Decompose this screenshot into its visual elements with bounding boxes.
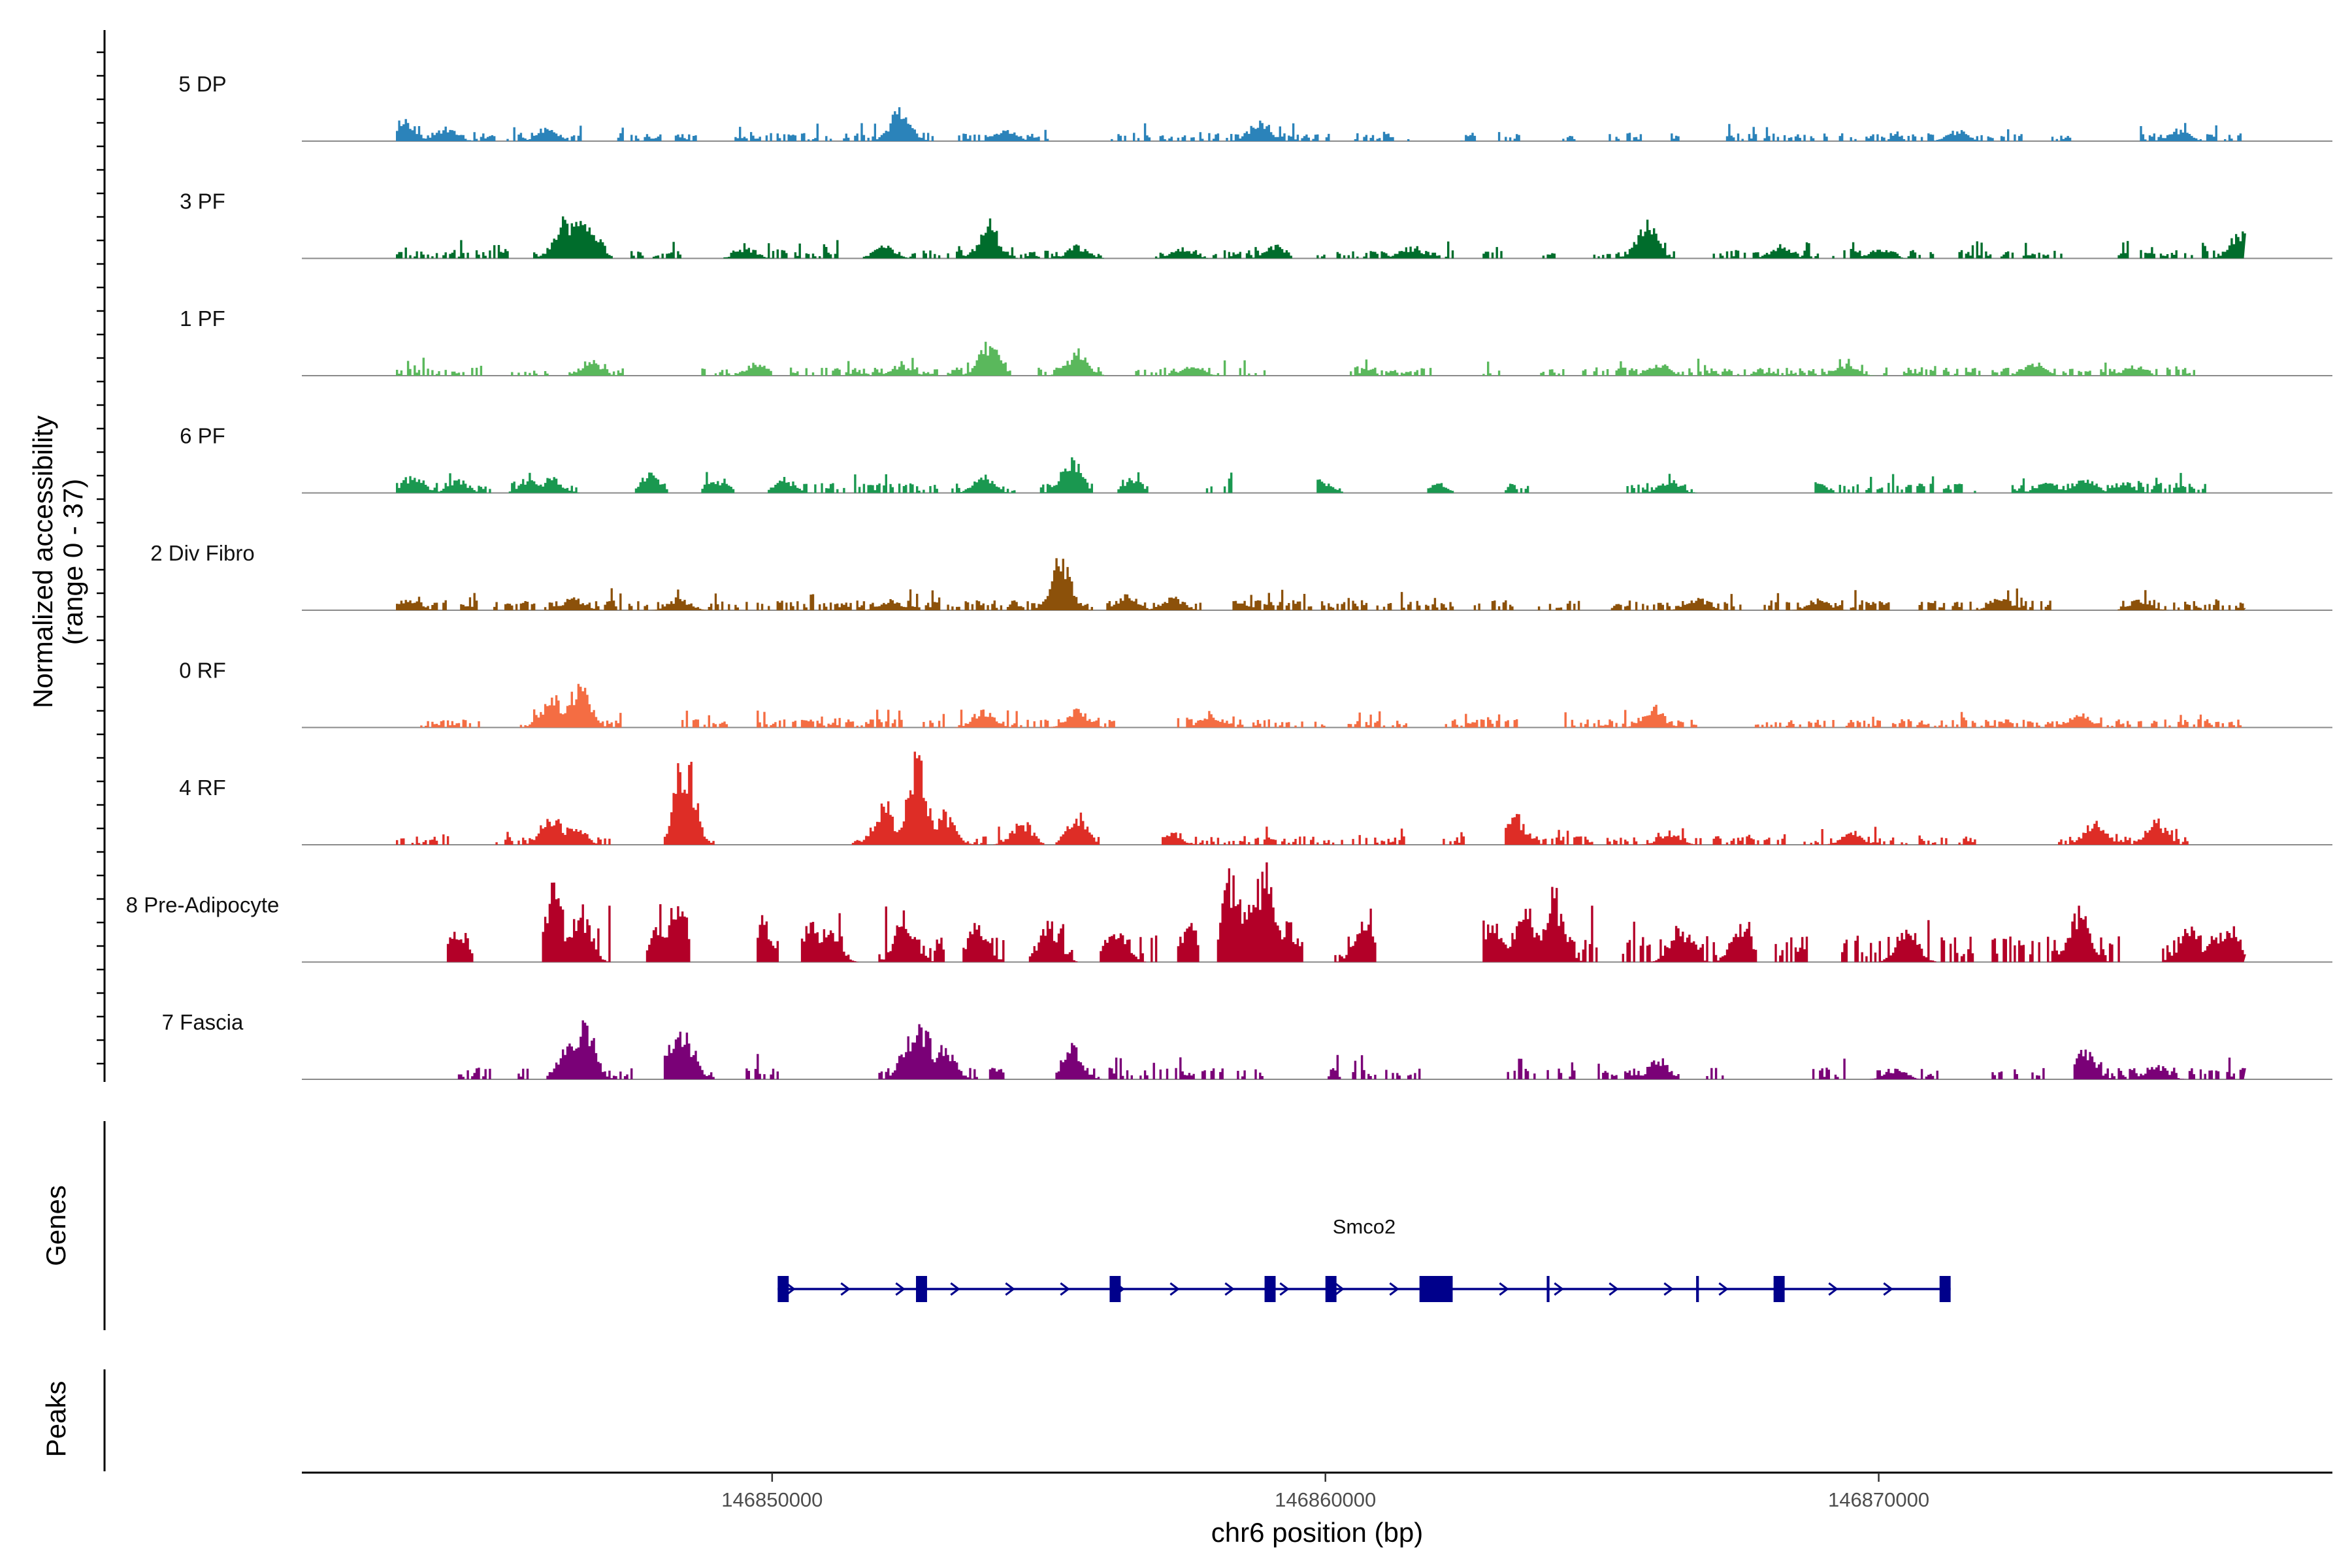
x-axis-title: chr6 position (bp) <box>1211 1517 1424 1548</box>
x-axis: 146850000 146860000 146870000 <box>302 1471 2332 1511</box>
track-label: 6 PF <box>180 424 225 448</box>
exon <box>1419 1276 1453 1302</box>
track-3-pf: 3 PF <box>180 189 2332 259</box>
strand-arrow <box>1609 1282 1619 1296</box>
exon <box>1109 1276 1121 1302</box>
track-5-dp: 5 DP <box>178 72 2332 142</box>
exon <box>1939 1276 1951 1302</box>
peaks-panel-label: Peaks <box>41 1381 71 1458</box>
strand-arrow <box>1224 1282 1235 1296</box>
track-4-rf: 4 RF <box>179 751 2332 845</box>
strand-arrow <box>1279 1282 1290 1296</box>
coverage-area <box>396 683 2246 728</box>
strand-arrow <box>1005 1282 1015 1296</box>
strand-arrow <box>1883 1282 1893 1296</box>
track-label: 5 DP <box>178 72 226 96</box>
exon <box>1264 1276 1276 1302</box>
strand-arrow <box>1828 1282 1838 1296</box>
strand-arrow <box>895 1282 906 1296</box>
strand-arrow <box>1389 1282 1399 1296</box>
exon <box>1696 1276 1699 1302</box>
track-label: 8 Pre-Adipocyte <box>126 893 280 917</box>
coverage-area <box>396 342 2246 376</box>
coverage-area <box>396 862 2246 962</box>
strand-arrow <box>785 1282 796 1296</box>
track-6-pf: 6 PF <box>180 424 2332 494</box>
x-tick-label: 146870000 <box>1828 1488 1929 1511</box>
coverage-area <box>396 107 2246 141</box>
strand-arrow <box>1499 1282 1509 1296</box>
exon <box>916 1276 927 1302</box>
track-0-rf: 0 RF <box>179 659 2332 728</box>
y-axis-title-line: Normalized accessibility <box>27 416 58 708</box>
strand-arrow <box>1334 1282 1345 1296</box>
track-1-pf: 1 PF <box>180 306 2332 376</box>
track-7-fascia: 7 Fascia <box>162 1010 2332 1080</box>
exon <box>1546 1276 1550 1302</box>
strand-arrow <box>1169 1282 1180 1296</box>
track-label: 3 PF <box>180 189 225 214</box>
strand-arrow <box>840 1282 851 1296</box>
coverage-y-axis <box>97 30 106 1082</box>
coverage-area <box>396 216 2246 259</box>
gene-name: Smco2 <box>1333 1215 1396 1238</box>
x-tick-label: 146850000 <box>721 1488 823 1511</box>
y-axis-title: Normalized accessibility(range 0 - 37) <box>27 416 88 708</box>
strand-arrow <box>1554 1282 1564 1296</box>
strand-arrow <box>1060 1282 1070 1296</box>
gene-smco2: Smco2 <box>777 1215 1951 1302</box>
exon <box>1325 1276 1337 1302</box>
exon <box>1773 1276 1785 1302</box>
track-label: 1 PF <box>180 306 225 331</box>
track-8-pre-adipocyte: 8 Pre-Adipocyte <box>126 862 2332 963</box>
track-label: 0 RF <box>179 659 226 683</box>
x-tick-label: 146860000 <box>1275 1488 1376 1511</box>
track-label: 2 Div Fibro <box>150 541 255 565</box>
y-axis-title-line: (range 0 - 37) <box>57 479 88 645</box>
track-label: 4 RF <box>179 776 226 800</box>
coverage-area <box>396 1020 2246 1079</box>
coverage-tracks: 5 DP 3 PF 1 PF 6 PF 2 Div Fibro 0 RF 4 RF 8 Pre… <box>126 72 2332 1080</box>
genes-panel: Smco2 <box>103 1121 1951 1471</box>
strand-arrow <box>950 1282 960 1296</box>
coverage-area <box>396 751 2246 845</box>
coverage-area <box>396 558 2246 610</box>
track-2-div-fibro: 2 Div Fibro <box>150 541 2332 611</box>
track-label: 7 Fascia <box>162 1010 244 1034</box>
exon <box>777 1276 789 1302</box>
strand-arrow <box>1663 1282 1674 1296</box>
coverage-area <box>396 457 2246 493</box>
strand-arrow <box>1718 1282 1729 1296</box>
genes-panel-label: Genes <box>41 1185 71 1266</box>
